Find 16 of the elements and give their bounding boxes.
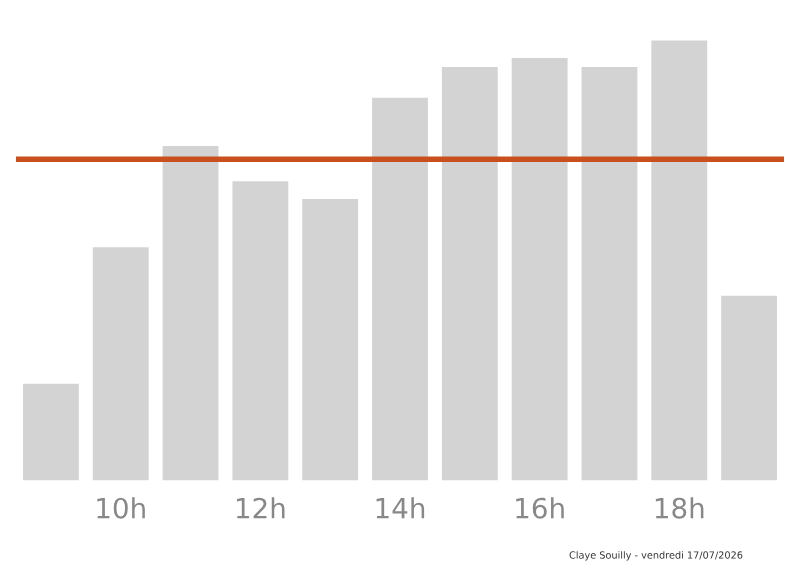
x-tick-label: 14h (376, 497, 425, 519)
bar (511, 58, 568, 481)
bar (162, 146, 219, 481)
bar (302, 198, 359, 481)
x-tick-label: 18h (655, 497, 704, 519)
bar (721, 295, 778, 481)
bar (581, 66, 638, 481)
bar (92, 247, 149, 481)
bar (441, 66, 498, 481)
bar (372, 97, 428, 481)
x-tick-label: 10h (97, 497, 145, 519)
x-tick-label: 16h (516, 497, 564, 519)
bar (651, 40, 708, 481)
bar (232, 181, 289, 481)
bar (22, 383, 79, 481)
x-tick-label: 12h (236, 497, 285, 519)
